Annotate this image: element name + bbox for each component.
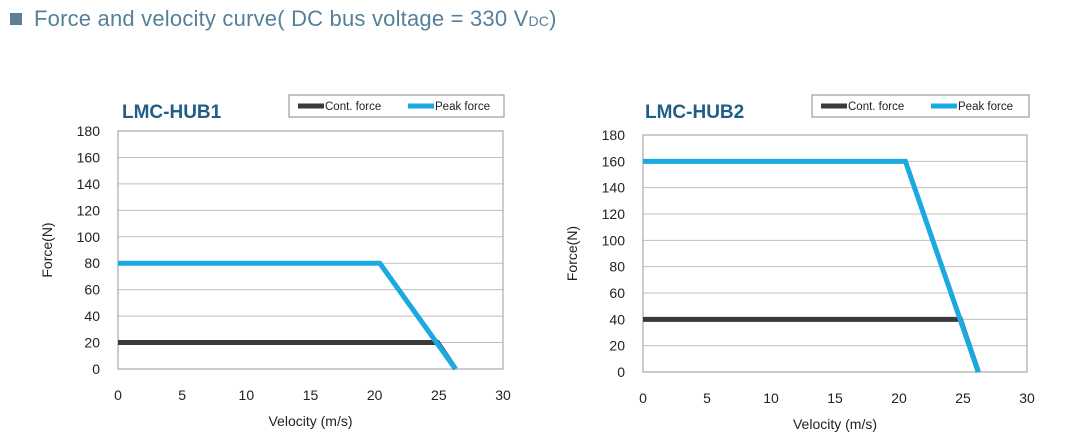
plot-frame: [642, 134, 1028, 373]
y-tick-label: 60: [84, 282, 100, 298]
chart-title: LMC-HUB2: [645, 102, 744, 123]
page-title: Force and velocity curve( DC bus voltage…: [34, 6, 557, 32]
page-title-end: ): [549, 6, 557, 31]
legend-label: Cont. force: [325, 101, 381, 113]
y-axis-title: Force(N): [564, 226, 580, 281]
x-tick-label: 25: [431, 387, 447, 403]
y-tick-label: 160: [77, 149, 101, 165]
y-tick-label: 0: [92, 361, 100, 377]
y-axis-title: Force(N): [39, 222, 55, 277]
x-tick-label: 0: [639, 390, 647, 406]
x-tick-label: 20: [367, 387, 383, 403]
y-tick-label: 180: [77, 123, 101, 139]
legend-label: Peak force: [435, 101, 490, 113]
y-tick-label: 180: [602, 127, 626, 143]
legend: Cont. force Peak force: [288, 94, 505, 118]
page-header: Force and velocity curve( DC bus voltage…: [10, 4, 557, 34]
y-tick-label: 20: [609, 338, 625, 354]
x-tick-label: 30: [1019, 390, 1035, 406]
y-tick-label: 120: [77, 202, 101, 218]
y-tick-label: 120: [602, 206, 626, 222]
legend-box: [288, 94, 505, 118]
x-tick-label: 5: [703, 390, 711, 406]
series-line-cont-force: [118, 340, 458, 371]
y-tick-label: 140: [77, 176, 101, 192]
x-tick-label: 15: [303, 387, 319, 403]
y-tick-label: 20: [84, 335, 100, 351]
chart-title: LMC-HUB1: [122, 102, 222, 123]
y-tick-label: 100: [602, 232, 626, 248]
legend-label: Peak force: [958, 101, 1013, 113]
y-tick-label: 100: [77, 229, 101, 245]
x-axis-title: Velocity (m/s): [793, 416, 877, 432]
y-tick-label: 0: [617, 364, 625, 380]
y-tick-label: 40: [84, 308, 100, 324]
x-tick-label: 15: [827, 390, 843, 406]
y-tick-label: 80: [84, 255, 100, 271]
legend-box: [811, 94, 1030, 118]
x-tick-label: 25: [955, 390, 971, 406]
chart-2: 0 20 40 60 80 100 120 140 160 180 0 5 10 15 20 25 30 Velo…: [564, 94, 1035, 432]
page-title-main: Force and velocity curve( DC bus voltage…: [34, 6, 529, 31]
legend-label: Cont. force: [848, 101, 904, 113]
y-tick-label: 160: [602, 153, 626, 169]
page-title-subscript: DC: [528, 13, 550, 29]
y-tick-label: 60: [609, 285, 625, 301]
chart-1: 0 20 40 60 80 100 120 140 160 180 0 5 10 15 20 25 30 Velo…: [39, 94, 511, 429]
y-tick-label: 140: [602, 180, 626, 196]
x-tick-label: 5: [178, 387, 186, 403]
x-tick-label: 0: [114, 387, 122, 403]
x-tick-label: 10: [239, 387, 255, 403]
y-tick-label: 80: [609, 259, 625, 275]
bullet-square-icon: [10, 13, 22, 25]
x-axis-title: Velocity (m/s): [268, 413, 352, 429]
plot-frame: [117, 130, 504, 370]
x-tick-label: 20: [891, 390, 907, 406]
y-tick-label: 40: [609, 311, 625, 327]
x-tick-label: 10: [763, 390, 779, 406]
series-line-peak-force: [643, 158, 981, 373]
legend: Cont. force Peak force: [811, 94, 1030, 118]
x-tick-label: 30: [495, 387, 511, 403]
series-line-peak-force: [118, 260, 458, 371]
